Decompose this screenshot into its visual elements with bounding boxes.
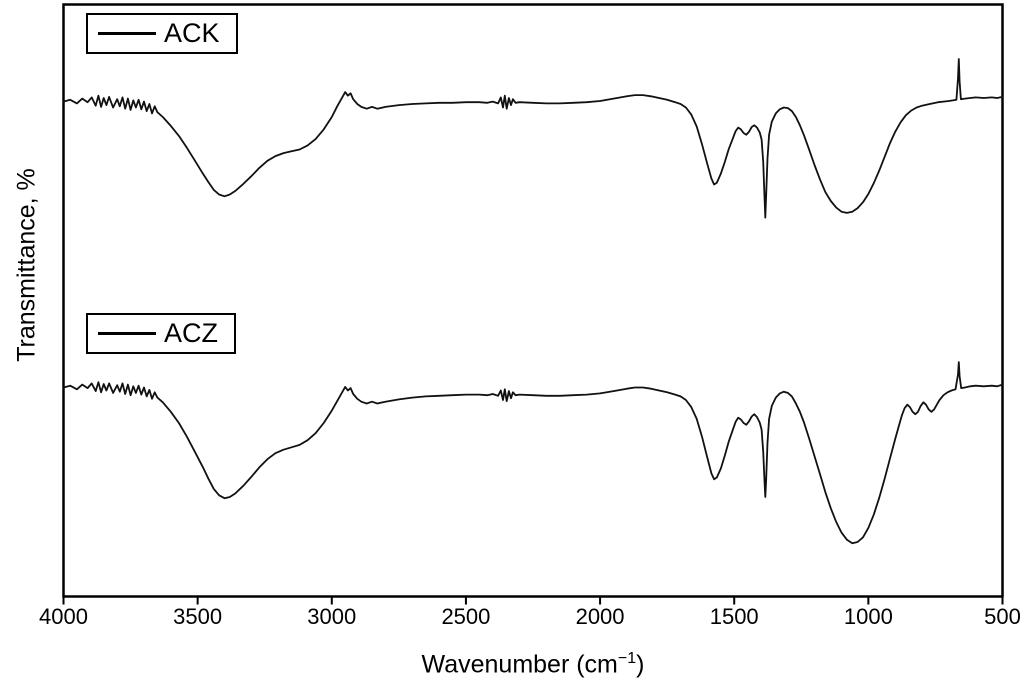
spectrum-curve-acz (62, 361, 1004, 545)
legend-ack: ACK (86, 13, 238, 54)
y-axis-title: Transmittance, % (12, 168, 41, 362)
plot-border (62, 3, 1004, 598)
x-tick-label: 3500 (173, 604, 223, 629)
legend-acz: ACZ (86, 313, 236, 354)
x-tick-label: 3000 (307, 604, 357, 629)
spectrum-curve-ack (62, 58, 1004, 219)
x-tick-label: 4000 (39, 604, 88, 629)
x-tick-label: 2000 (575, 604, 625, 629)
x-tick-label: 1500 (709, 604, 759, 629)
legend-line-icon (98, 32, 156, 35)
x-tick-label: 500 (984, 604, 1021, 629)
x-tick-label: 2500 (441, 604, 491, 629)
legend-label: ACZ (164, 318, 218, 348)
x-axis-title: Wavenumber (cm−1) (421, 650, 645, 679)
legend-line-icon (98, 332, 156, 335)
legend-label: ACK (164, 18, 220, 48)
x-tick-label: 1000 (843, 604, 893, 629)
